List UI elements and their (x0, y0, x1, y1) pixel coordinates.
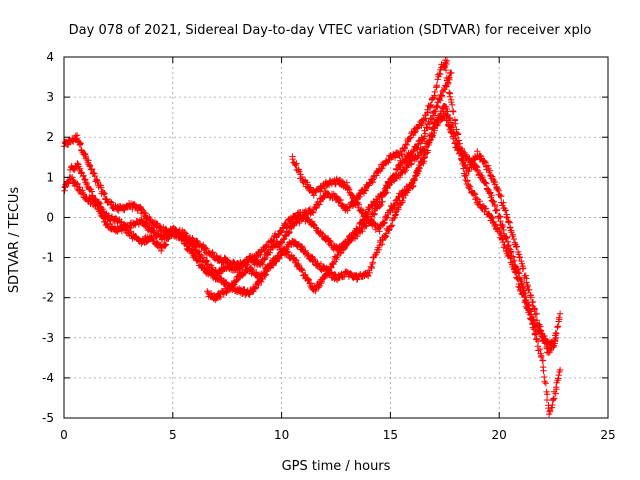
data-points (61, 56, 564, 418)
axis-tick-labels: 0 5 10 15 20 25 -5 -4 -3 -2 -1 0 1 2 3 4 (42, 50, 616, 442)
series-trace-2 (61, 69, 455, 277)
x-tick-label: 15 (383, 428, 398, 442)
markers-trace-5 (289, 103, 564, 418)
y-tick-label: -1 (42, 251, 54, 265)
y-tick-label: 2 (46, 130, 54, 144)
chart-title: Day 078 of 2021, Sidereal Day-to-day VTE… (69, 23, 592, 38)
x-tick-label: 0 (60, 428, 68, 442)
y-tick-label: 0 (46, 210, 54, 224)
y-tick-label: -5 (42, 411, 54, 425)
x-tick-label: 5 (169, 428, 177, 442)
plot-frame (63, 56, 609, 419)
y-tick-label: 3 (46, 90, 54, 104)
x-tick-label: 25 (600, 428, 615, 442)
markers-trace-1 (61, 56, 451, 271)
axis-ticks (63, 56, 609, 419)
y-tick-label: -3 (42, 331, 54, 345)
markers-trace-2 (61, 69, 455, 277)
y-tick-label: -2 (42, 291, 54, 305)
y-tick-label: 4 (46, 50, 54, 64)
x-axis-label: GPS time / hours (282, 459, 391, 474)
y-axis-label: SDTVAR / TECUs (7, 187, 22, 294)
series-trace-6 (441, 62, 559, 356)
y-tick-label: -4 (42, 371, 54, 385)
markers-trace-6 (441, 62, 559, 356)
series-trace-1 (61, 56, 451, 271)
x-tick-label: 20 (492, 428, 507, 442)
x-tick-label: 10 (274, 428, 289, 442)
series-trace-5 (289, 103, 564, 418)
y-tick-label: 1 (46, 170, 54, 184)
